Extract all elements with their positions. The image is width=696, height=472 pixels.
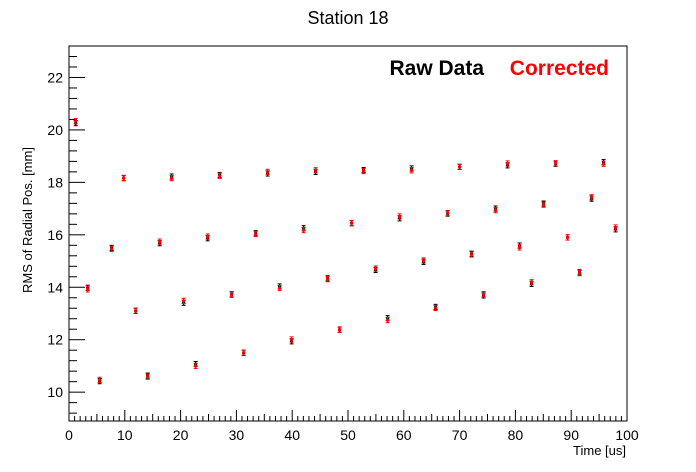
data-point bbox=[517, 244, 522, 251]
data-point bbox=[541, 201, 546, 208]
data-point bbox=[613, 224, 618, 231]
y-axis: 10 12 14 16 18 20 22 bbox=[47, 45, 85, 414]
data-point bbox=[301, 226, 306, 234]
data-point bbox=[589, 194, 594, 201]
x-axis-label: Time [us] bbox=[573, 443, 626, 458]
data-point bbox=[109, 245, 114, 253]
data-point bbox=[421, 257, 426, 264]
data-point bbox=[241, 349, 246, 356]
data-point bbox=[361, 167, 366, 175]
data-point bbox=[325, 276, 330, 283]
data-point bbox=[97, 376, 102, 383]
data-point bbox=[265, 168, 270, 175]
x-tick-label: 60 bbox=[396, 427, 412, 443]
data-point bbox=[397, 213, 402, 220]
data-point bbox=[385, 316, 390, 324]
data-points bbox=[73, 118, 618, 385]
data-point bbox=[145, 373, 150, 380]
y-tick-label: 10 bbox=[47, 384, 63, 400]
data-point bbox=[253, 230, 258, 238]
x-tick-label: 10 bbox=[117, 427, 133, 443]
y-tick-label: 20 bbox=[47, 122, 63, 138]
data-point bbox=[169, 175, 174, 182]
data-point bbox=[433, 304, 438, 312]
x-tick-label: 70 bbox=[452, 427, 468, 443]
x-tick-label: 0 bbox=[65, 427, 73, 443]
x-tick-label: 40 bbox=[284, 427, 300, 443]
x-tick-label: 80 bbox=[508, 427, 524, 443]
data-point bbox=[553, 160, 558, 167]
x-tick-label: 20 bbox=[173, 427, 189, 443]
x-tick-label: 90 bbox=[563, 427, 579, 443]
x-tick-label: 100 bbox=[615, 427, 639, 443]
data-point bbox=[73, 118, 78, 125]
data-point bbox=[289, 336, 294, 343]
x-axis: 0 10 20 30 40 50 60 70 80 90 100 bbox=[65, 410, 639, 443]
data-point bbox=[337, 326, 342, 333]
data-point bbox=[577, 269, 582, 277]
y-tick-label: 16 bbox=[47, 227, 63, 243]
data-point bbox=[349, 219, 354, 227]
data-point bbox=[193, 362, 198, 370]
data-point bbox=[409, 167, 414, 174]
chart-title: Station 18 bbox=[307, 8, 388, 28]
data-point bbox=[181, 297, 186, 304]
data-point bbox=[529, 279, 534, 286]
series-1 bbox=[73, 118, 618, 383]
data-point bbox=[277, 284, 282, 292]
data-point bbox=[505, 160, 510, 167]
y-tick-label: 12 bbox=[47, 332, 63, 348]
data-point bbox=[373, 265, 378, 272]
data-point bbox=[85, 286, 90, 293]
data-point bbox=[229, 290, 234, 298]
y-axis-label: RMS of Radial Pos. [mm] bbox=[20, 147, 35, 293]
data-point bbox=[217, 172, 222, 179]
data-point bbox=[493, 207, 498, 214]
data-point bbox=[601, 160, 606, 167]
data-point bbox=[157, 238, 162, 245]
data-point bbox=[205, 233, 210, 240]
data-point bbox=[133, 307, 138, 314]
data-point bbox=[445, 209, 450, 217]
legend-corrected: Corrected bbox=[510, 57, 609, 80]
x-tick-label: 30 bbox=[229, 427, 245, 443]
data-point bbox=[313, 167, 318, 174]
data-point bbox=[565, 234, 570, 241]
y-tick-label: 14 bbox=[47, 279, 63, 295]
y-tick-label: 18 bbox=[47, 174, 63, 190]
data-point bbox=[121, 174, 126, 182]
data-point bbox=[457, 163, 462, 170]
y-tick-label: 22 bbox=[47, 69, 63, 85]
x-tick-label: 50 bbox=[340, 427, 356, 443]
data-point bbox=[469, 251, 474, 258]
legend-raw-data: Raw Data bbox=[389, 57, 484, 80]
data-point bbox=[481, 290, 486, 298]
